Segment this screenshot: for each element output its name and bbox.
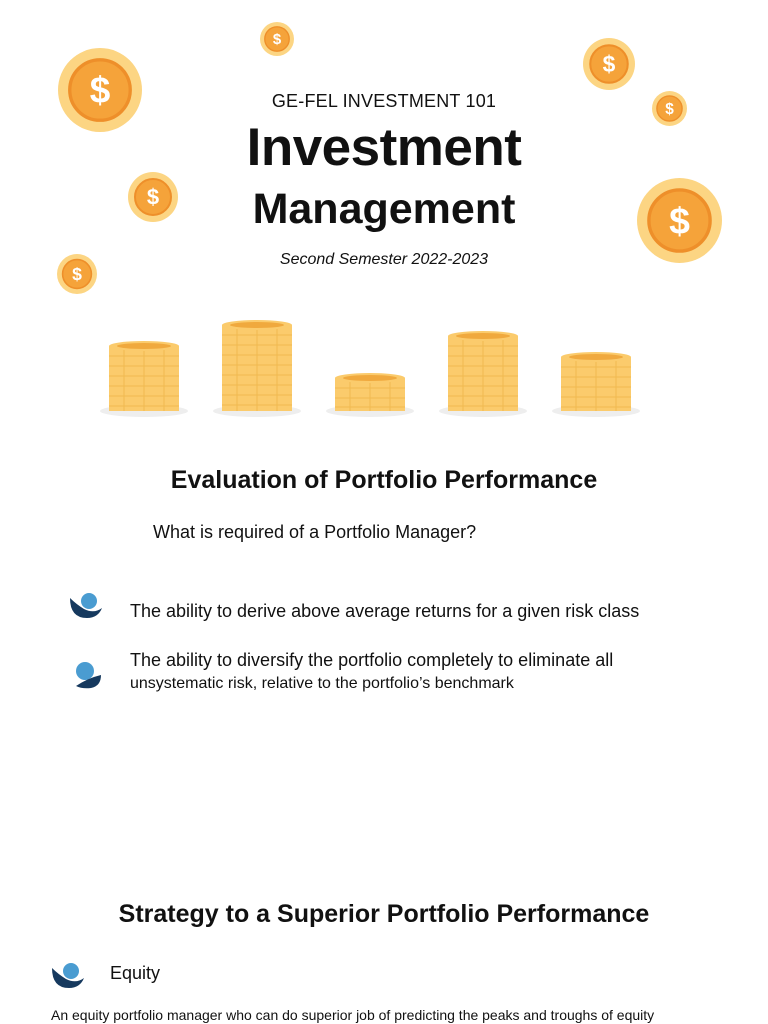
dollar-coin-icon: $ [57, 254, 97, 294]
svg-text:$: $ [72, 264, 82, 284]
svg-text:$: $ [669, 199, 690, 241]
body-paragraph: An equity portfolio manager who can do s… [51, 1007, 655, 1023]
bullet-icon [50, 960, 86, 990]
dollar-coin-icon: $ [58, 48, 142, 132]
coin-stacks [0, 310, 768, 425]
item-label: Equity [110, 963, 161, 983]
bullet-line: The ability to diversify the portfolio c… [130, 650, 614, 670]
bullet-icon [68, 590, 104, 620]
svg-text:$: $ [273, 31, 282, 48]
dollar-coin-icon: $ [128, 172, 178, 222]
coin-stack-icon [326, 373, 414, 417]
coin-stack-icon [213, 320, 301, 417]
svg-text:$: $ [90, 70, 111, 111]
dollar-coin-icon: $ [583, 38, 635, 90]
bullet-item: The ability to diversify the portfolio c… [130, 649, 730, 695]
bullet-item: The ability to derive above average retu… [130, 601, 640, 621]
course-code: GE-FEL INVESTMENT 101 [271, 91, 497, 111]
section-heading: Strategy to a Superior Portfolio Perform… [118, 900, 650, 928]
page-title: Investment [246, 118, 522, 177]
dollar-coin-icon: $ [652, 91, 687, 126]
svg-text:$: $ [665, 101, 674, 118]
svg-text:$: $ [147, 185, 159, 210]
svg-text:$: $ [603, 51, 616, 77]
section-question: What is required of a Portfolio Manager? [153, 522, 477, 542]
bullet-line: unsystematic risk, relative to the portf… [130, 675, 514, 692]
coin-stack-icon [552, 352, 640, 417]
bullet-icon [72, 660, 104, 690]
coin-stack-icon [100, 341, 188, 417]
dollar-coin-icon: $ [637, 178, 722, 263]
section-heading: Evaluation of Portfolio Performance [170, 466, 598, 494]
dollar-coin-icon: $ [260, 22, 294, 56]
coin-stack-icon [439, 331, 527, 417]
page-subtitle: Management [252, 185, 516, 233]
semester-label: Second Semester 2022-2023 [279, 251, 489, 268]
